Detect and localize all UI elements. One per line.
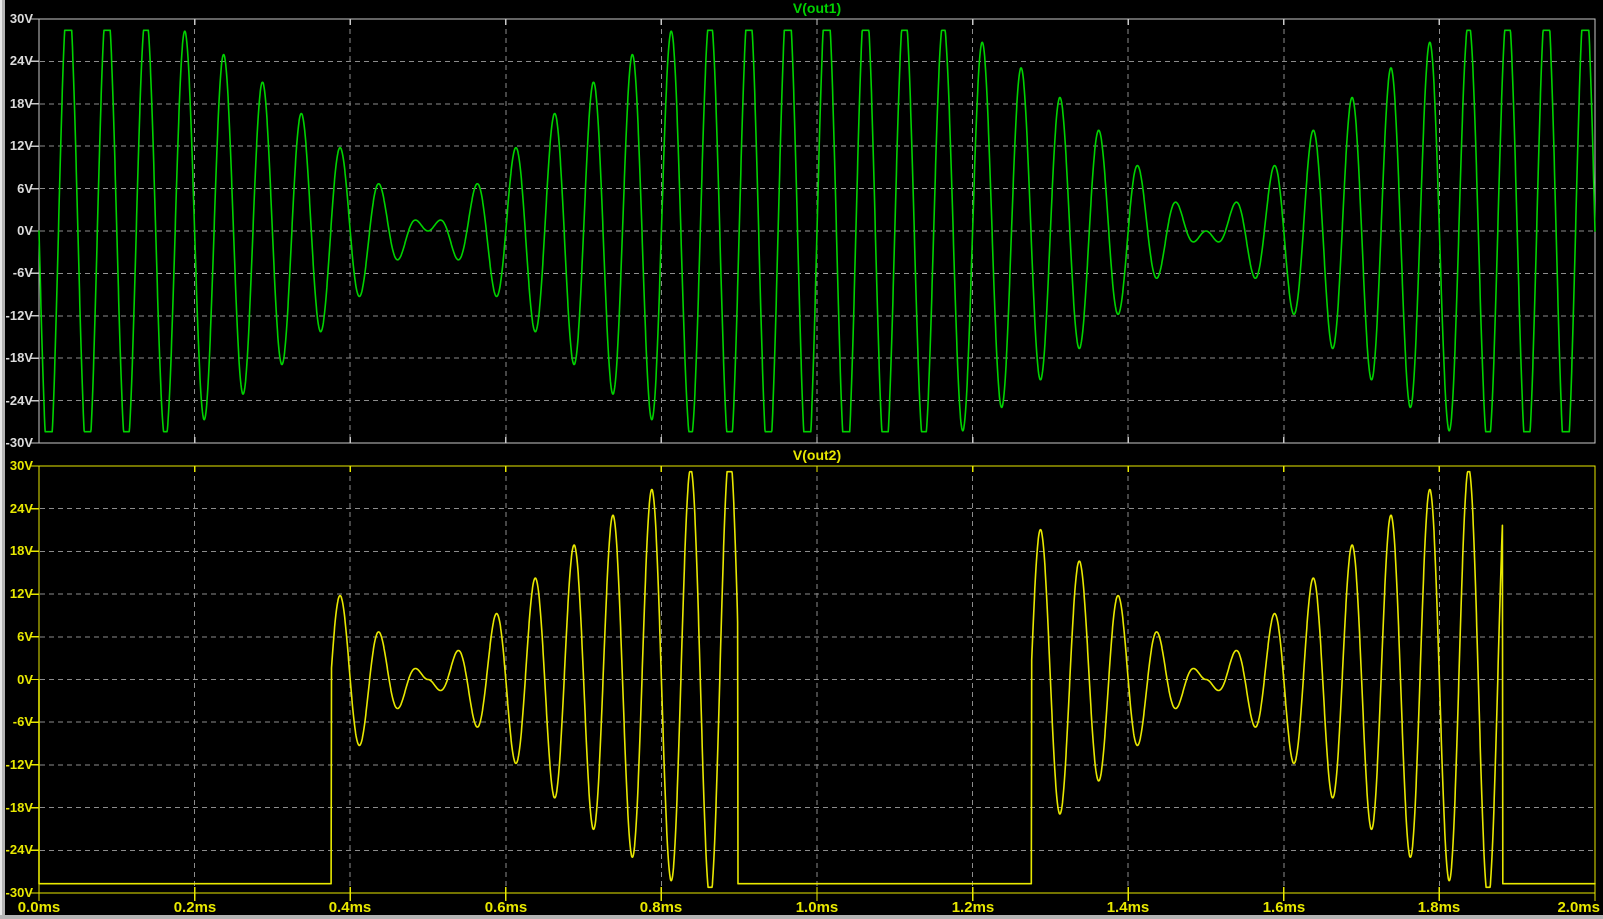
y-tick-label: -12V [5, 308, 33, 323]
pane2-axis-ticks [31, 465, 1596, 901]
y-tick-label: -18V [5, 800, 33, 815]
x-tick-label: 2.0ms [1557, 899, 1600, 916]
x-tick-label: 0.6ms [484, 899, 528, 916]
x-tick-label: 1.4ms [1106, 899, 1150, 916]
x-tick-label: 1.2ms [951, 899, 995, 916]
y-tick-label: 0V [17, 672, 33, 687]
y-tick-label: -18V [5, 350, 33, 365]
y-tick-label: 30V [9, 11, 33, 26]
trace-label-vout2[interactable]: V(out2) [792, 447, 842, 463]
y-tick-label: 18V [9, 96, 33, 111]
window-frame-left [2, 0, 5, 919]
vout1-trace[interactable] [38, 29, 1596, 433]
y-tick-label: 6V [17, 629, 33, 644]
y-tick-label: 12V [9, 138, 33, 153]
y-tick-label: -30V [5, 885, 33, 900]
window-frame-bottom [0, 915, 1603, 919]
y-tick-label: -24V [5, 393, 33, 408]
y-tick-label: 24V [9, 501, 33, 516]
x-tick-label: 1.6ms [1262, 899, 1306, 916]
y-tick-label: 30V [9, 458, 33, 473]
y-tick-label: 12V [9, 586, 33, 601]
y-tick-label: -6V [12, 265, 33, 280]
x-tick-label: 1.8ms [1417, 899, 1461, 916]
vout2-trace[interactable] [38, 470, 1596, 889]
x-tick-label: 0.2ms [173, 899, 217, 916]
y-tick-label: -30V [5, 435, 33, 450]
window-frame-left-highlight [0, 0, 2, 919]
y-tick-label: -12V [5, 757, 33, 772]
y-tick-label: 6V [17, 181, 33, 196]
x-tick-label: 0.4ms [328, 899, 372, 916]
y-tick-label: 0V [17, 223, 33, 238]
y-tick-label: -6V [12, 714, 33, 729]
x-tick-label: 0.0ms [17, 899, 61, 916]
x-tick-label: 1.0ms [795, 899, 839, 916]
y-tick-label: 18V [9, 543, 33, 558]
y-tick-label: -24V [5, 842, 33, 857]
x-tick-label: 0.8ms [639, 899, 683, 916]
y-tick-label: 24V [9, 53, 33, 68]
trace-label-vout1[interactable]: V(out1) [792, 0, 842, 16]
pane1-axis-ticks [31, 18, 1596, 444]
